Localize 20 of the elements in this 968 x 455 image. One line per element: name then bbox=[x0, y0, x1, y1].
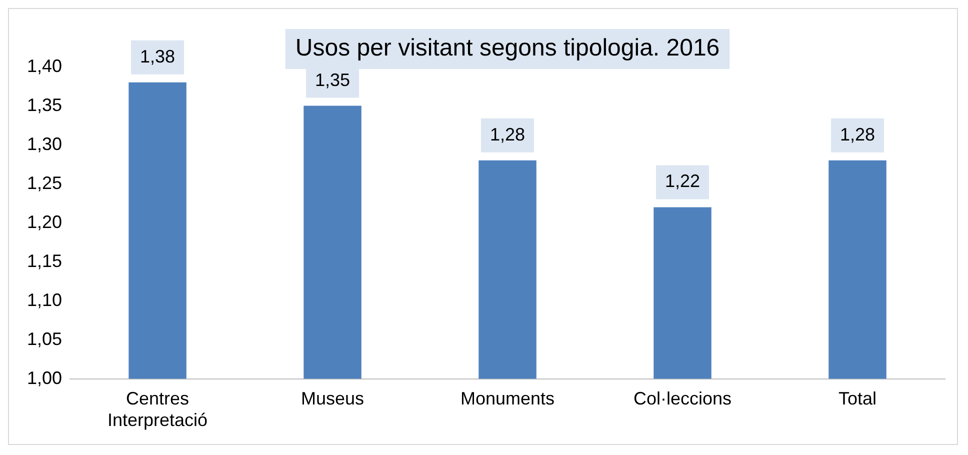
y-tick-label: 1,20 bbox=[26, 212, 62, 232]
x-tick-label: Col·leccions bbox=[633, 388, 732, 409]
y-tick-label: 1,15 bbox=[26, 250, 62, 271]
x-tick-label: Centres Interpretació bbox=[108, 388, 208, 430]
data-label: 1,35 bbox=[315, 70, 350, 90]
y-tick-label: 1,30 bbox=[26, 134, 62, 154]
x-tick-label: Museus bbox=[301, 388, 364, 409]
y-tick-label: 1,35 bbox=[26, 94, 62, 115]
data-label: 1,28 bbox=[490, 124, 526, 144]
y-tick-label: 1,10 bbox=[26, 290, 62, 310]
y-tick-label: 1,25 bbox=[26, 172, 62, 193]
data-label: 1,22 bbox=[664, 171, 700, 192]
data-label: 1,38 bbox=[140, 46, 176, 66]
x-tick-label: Monuments bbox=[460, 388, 555, 409]
data-label: 1,28 bbox=[840, 124, 876, 144]
y-tick-label: 1,00 bbox=[26, 368, 62, 388]
y-tick-label: 1,40 bbox=[26, 56, 62, 76]
chart-title: Usos per visitant segons tipologia. 2016 bbox=[295, 34, 720, 62]
y-tick-label: 1,05 bbox=[26, 328, 62, 349]
x-tick-label: Total bbox=[838, 388, 877, 409]
